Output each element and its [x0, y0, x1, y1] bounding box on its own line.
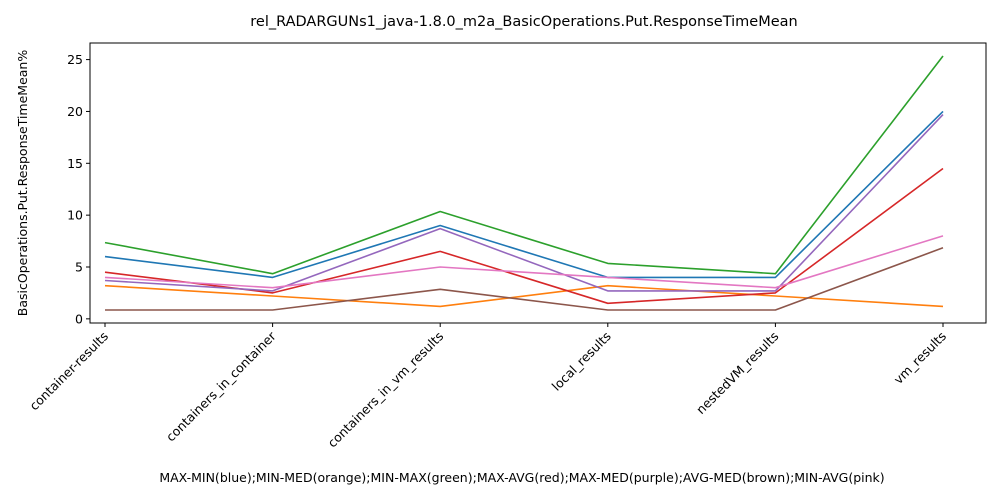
- x-tick-label: containers_in_container: [163, 328, 279, 444]
- chart-title: rel_RADARGUNs1_java-1.8.0_m2a_BasicOpera…: [250, 14, 797, 30]
- y-axis-label: BasicOperations.Put.ResponseTimeMean%: [15, 50, 30, 317]
- x-tick-label: nestedVM_results: [693, 329, 781, 417]
- y-tick-label: 15: [67, 156, 83, 171]
- series-layer: [104, 55, 944, 311]
- x-tick-label: containers_in_vm_results: [324, 329, 446, 451]
- y-axis: 0 5 10 15 20 25: [67, 52, 90, 326]
- x-tick-label: container-results: [26, 329, 111, 414]
- x-axis-label: MAX-MIN(blue);MIN-MED(orange);MIN-MAX(gr…: [159, 470, 884, 485]
- plot-frame: [89, 42, 987, 324]
- series-line-6: [105, 247, 944, 311]
- y-tick-label: 5: [75, 260, 83, 275]
- y-tick-label: 0: [75, 311, 83, 326]
- series-line-7: [104, 235, 944, 289]
- y-tick-label: 20: [67, 104, 83, 119]
- series-line-5: [104, 114, 944, 292]
- series-line-1: [104, 110, 944, 279]
- y-tick-label: 25: [67, 52, 83, 67]
- series-line-3: [104, 55, 944, 275]
- y-tick-label: 10: [67, 208, 83, 223]
- x-tick-label: local_results: [549, 329, 614, 394]
- x-axis: container-results containers_in_container…: [26, 323, 949, 450]
- x-tick-label: vm_results: [891, 329, 949, 387]
- series-line-2: [104, 284, 944, 308]
